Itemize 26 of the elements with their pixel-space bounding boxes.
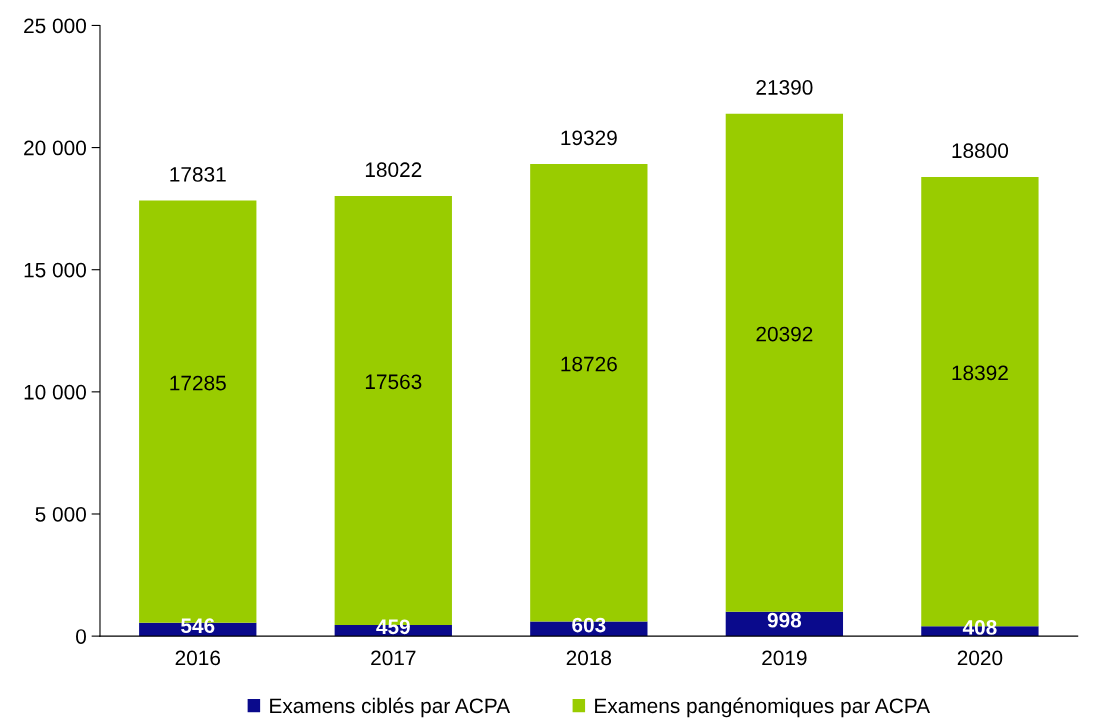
total-label: 19329: [561, 130, 617, 146]
y-tick-label: 0: [76, 629, 86, 644]
data-label: 603: [572, 617, 606, 633]
data-label: 998: [767, 612, 802, 628]
x-tick-label: 2020: [957, 650, 1003, 666]
data-label: 18392: [952, 365, 1008, 381]
y-tick-label: 10 000: [24, 384, 86, 400]
total-label: 21390: [756, 80, 813, 95]
x-tick-label: 2018: [566, 650, 612, 666]
total-label: 17831: [170, 167, 226, 182]
legend-label: Examens ciblés par ACPA: [270, 697, 511, 718]
y-tick-label: 20 000: [24, 140, 86, 156]
total-label: 18800: [952, 143, 1009, 159]
y-tick-label: 15 000: [24, 262, 86, 278]
x-tick-label: 2019: [762, 650, 807, 666]
data-label: 17563: [365, 374, 422, 390]
bar: [725, 113, 844, 612]
data-label: 20392: [756, 326, 813, 342]
data-label: 17285: [170, 375, 226, 391]
legend-label: Examens pangénomiques par ACPA: [595, 697, 931, 718]
x-tick-label: 2017: [371, 650, 416, 666]
y-tick-label: 5 000: [35, 506, 86, 522]
y-tick-label: 25 000: [24, 18, 86, 34]
total-label: 18022: [365, 162, 422, 178]
x-tick-label: 2016: [175, 650, 221, 666]
data-label: 18726: [561, 356, 617, 372]
